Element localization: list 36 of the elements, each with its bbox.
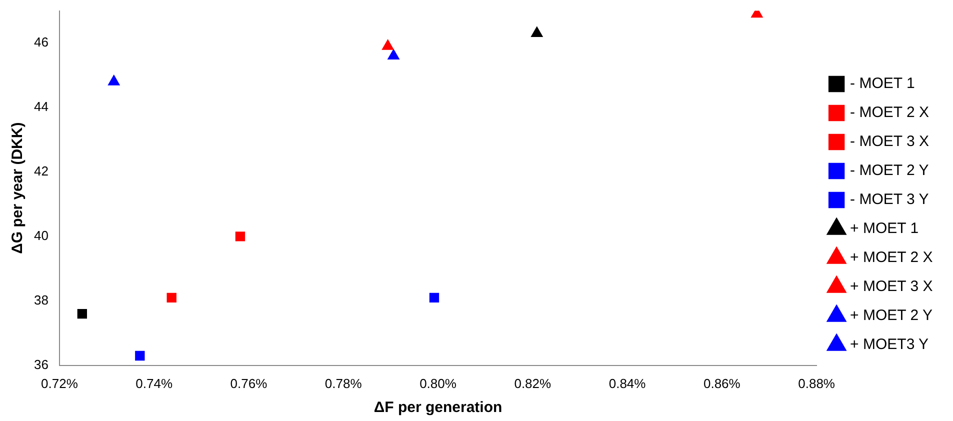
x-tick-label: 0.72% [41,376,78,391]
legend-label: + MOET 2 X [850,249,933,266]
y-axis-title: ΔG per year (DKK) [9,122,26,254]
legend-label: - MOET 3 X [850,133,929,150]
x-tick-label: 0.88% [798,376,836,391]
point [382,40,394,50]
x-axis-title: ΔF per generation [374,399,502,416]
legend-label: + MOET3 Y [850,336,929,354]
y-tick-label: 36 [34,356,48,372]
point [531,26,543,37]
x-tick-label: 0.76% [230,376,268,391]
x-tick-label: 0.74% [136,376,173,391]
legend-label: - MOET 3 Y [850,191,929,208]
x-tick-label: 0.78% [324,376,362,391]
point [77,308,88,319]
x-tick-label: 0.82% [514,376,552,391]
point [388,49,400,60]
y-tick-label: 38 [34,292,48,308]
y-tick-label: 46 [34,34,48,50]
x-tick-label: 0.84% [608,376,646,391]
legend-label: + MOET 2 Y [850,307,932,324]
x-tick-label: 0.86% [703,376,741,391]
point [235,232,246,242]
legend-label: - MOET 1 [850,75,915,92]
y-tick-label: 44 [34,99,48,114]
legend-label: + MOET 3 X [850,278,933,296]
legend-label: + MOET 1 [850,220,919,238]
y-tick-label: 42 [34,164,48,179]
legend-label: - MOET 2 X [850,104,929,122]
x-tick-label: 0.80% [420,376,457,391]
y-tick-label: 40 [34,228,48,244]
point [108,75,120,86]
legend-label: - MOET 2 Y [850,162,929,180]
point [429,292,440,303]
point [135,350,145,361]
point [166,292,176,303]
